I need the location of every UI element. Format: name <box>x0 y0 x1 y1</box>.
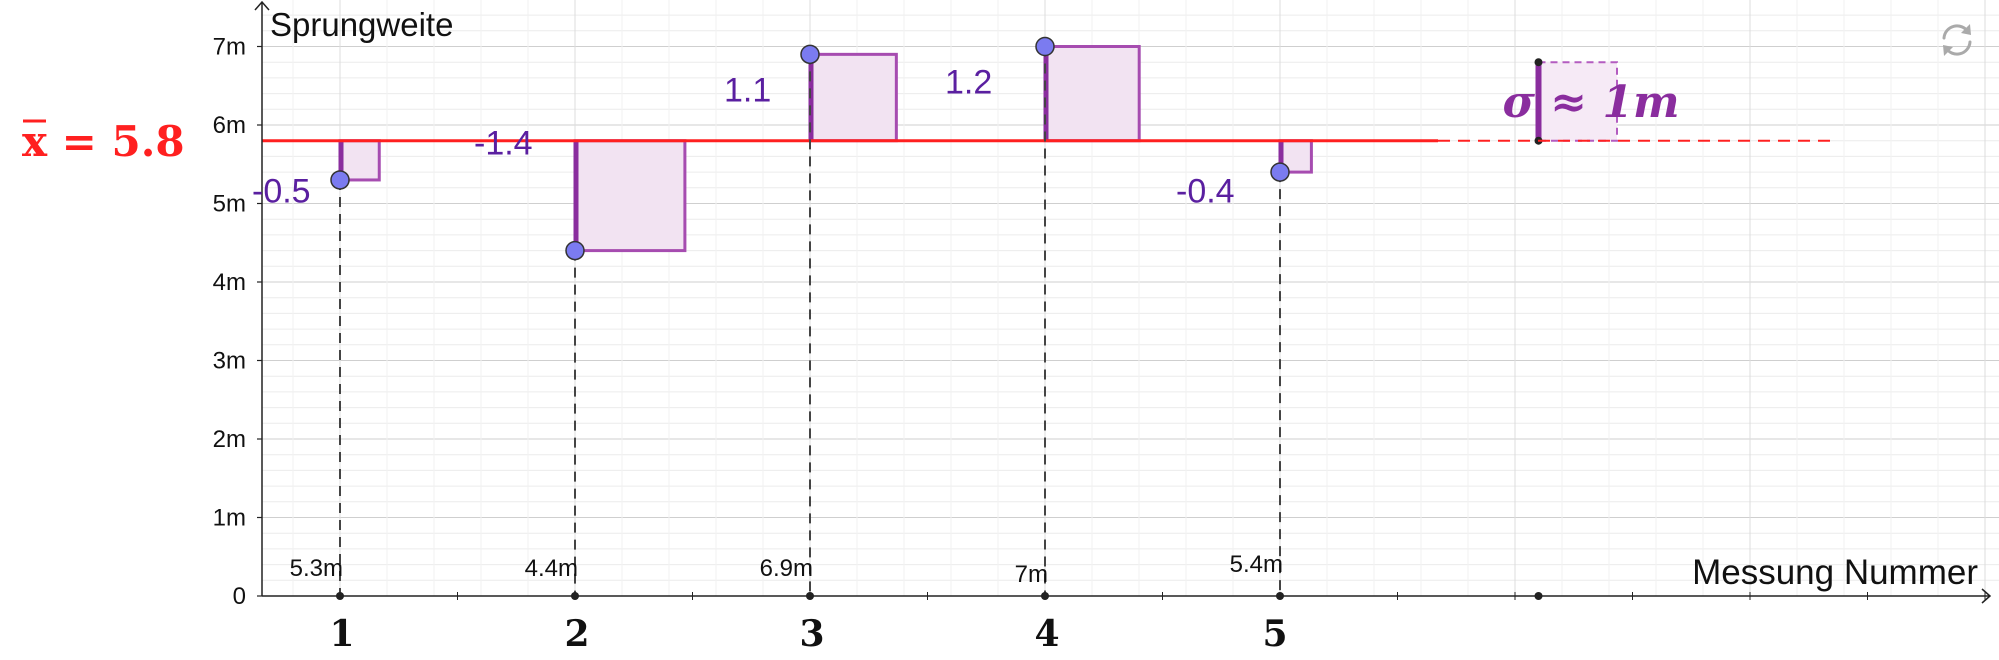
data-point[interactable] <box>330 170 350 190</box>
x-axis-title: Messung Nummer <box>1692 553 1978 592</box>
axis-point <box>1276 592 1284 600</box>
deviation-label: 1.2 <box>945 64 992 102</box>
deviation-square <box>1043 45 1141 143</box>
data-point[interactable] <box>1270 162 1290 182</box>
value-label: 6.9m <box>760 555 813 582</box>
deviation-squares <box>338 45 1313 253</box>
sigma-label: σ ≈ 1m <box>1503 77 1680 128</box>
deviation-square <box>808 52 898 143</box>
deviation-label: -1.4 <box>474 125 533 163</box>
x-axis-arrow <box>1981 588 1992 604</box>
refresh-icon[interactable] <box>1935 18 1979 62</box>
deviation-label: -0.4 <box>1176 173 1235 211</box>
x-tick-label: 5 <box>1262 613 1287 655</box>
sigma-endpoint <box>1534 58 1543 67</box>
deviation-label: -0.5 <box>252 173 311 211</box>
y-axis-arrow <box>254 0 270 11</box>
axis-point <box>336 592 344 600</box>
sigma-square <box>1537 61 1618 142</box>
drop-lines <box>336 46 1284 600</box>
sigma-group: σ ≈ 1m <box>1503 58 1680 600</box>
data-point[interactable] <box>565 240 585 261</box>
axes: 0 1m 2m 3m 4m 5m 6m 7m 1 2 3 4 5 Sprungweite Messung N… <box>213 0 1992 655</box>
axis-point <box>571 592 579 600</box>
deviation-label: 1.1 <box>724 71 771 109</box>
y-tick-label: 2m <box>213 426 246 453</box>
y-tick-label: 7m <box>213 34 246 61</box>
data-points <box>330 36 1290 261</box>
value-label: 5.3m <box>290 555 343 582</box>
x-tick-label: 2 <box>564 613 589 655</box>
deviation-square <box>573 139 687 253</box>
y-tick-label: 6m <box>213 112 246 139</box>
axis-point <box>806 592 814 600</box>
y-tick-label: 0 <box>233 583 246 610</box>
axis-point <box>1041 592 1049 600</box>
value-label: 4.4m <box>525 555 578 582</box>
mean-label: x = 5.8 <box>22 117 185 166</box>
y-tick-label: 3m <box>213 348 246 375</box>
value-label: 5.4m <box>1230 551 1283 578</box>
x-tick-label: 3 <box>799 613 824 655</box>
y-tick-label: 1m <box>213 505 246 532</box>
data-point[interactable] <box>800 44 820 65</box>
data-point[interactable] <box>1035 36 1055 57</box>
x-tick-label: 1 <box>329 613 354 655</box>
labels: 5.3m -0.5 4.4m -1.4 6.9m 1.1 7m 1.2 5.4m -0.4 <box>252 64 1283 589</box>
value-label: 7m <box>1015 561 1048 588</box>
y-axis-title: Sprungweite <box>270 6 453 43</box>
mean-group: x = 5.8 <box>22 117 1835 166</box>
y-tick-label: 4m <box>213 269 246 296</box>
y-tick-label: 5m <box>213 191 246 218</box>
grid <box>262 0 1999 596</box>
x-tick-label: 4 <box>1034 613 1059 655</box>
